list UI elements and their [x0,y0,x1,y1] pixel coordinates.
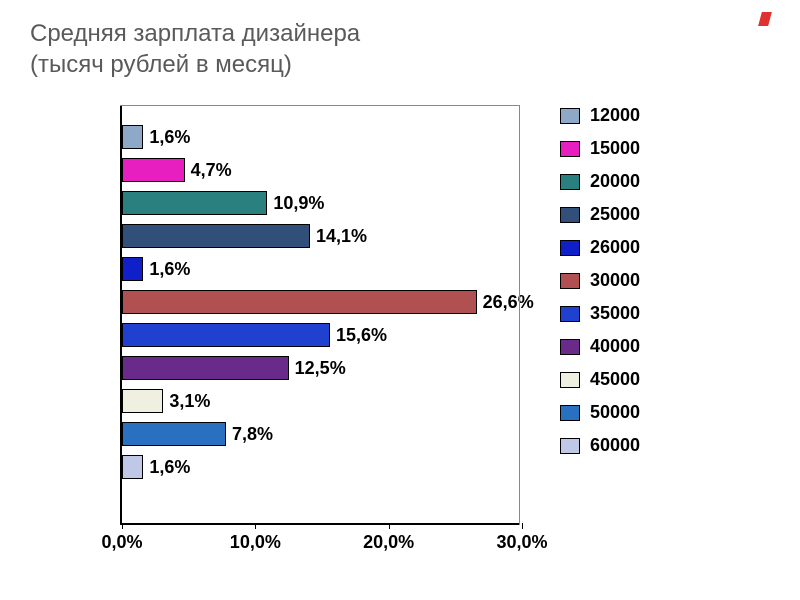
chart-plot-area: 1,6%4,7%10,9%14,1%1,6%26,6%15,6%12,5%3,1… [120,105,520,525]
legend-item: 26000 [560,237,740,258]
bar [122,191,267,215]
legend-swatch [560,405,580,421]
x-tick [522,523,523,529]
bar [122,257,143,281]
legend-item: 15000 [560,138,740,159]
x-tick [389,523,390,529]
bar-value-label: 14,1% [316,224,367,248]
legend-item: 35000 [560,303,740,324]
legend-label: 45000 [590,369,640,390]
bar-value-label: 1,6% [149,125,190,149]
x-tick-label: 0,0% [101,532,142,553]
x-tick [122,523,123,529]
legend-swatch [560,108,580,124]
legend-swatch [560,207,580,223]
bar [122,389,163,413]
legend-swatch [560,438,580,454]
bar [122,356,289,380]
legend-item: 45000 [560,369,740,390]
legend-swatch [560,141,580,157]
x-tick [255,523,256,529]
bar [122,290,477,314]
bar-value-label: 3,1% [169,389,210,413]
legend-label: 25000 [590,204,640,225]
bar [122,125,143,149]
bar [122,224,310,248]
x-tick-label: 30,0% [496,532,547,553]
bar [122,455,143,479]
legend-label: 40000 [590,336,640,357]
accent-mark [758,12,772,26]
x-tick-label: 20,0% [363,532,414,553]
legend-item: 40000 [560,336,740,357]
bar-value-label: 1,6% [149,455,190,479]
legend-label: 30000 [590,270,640,291]
legend-item: 50000 [560,402,740,423]
legend-item: 20000 [560,171,740,192]
bar [122,323,330,347]
legend-swatch [560,240,580,256]
legend-label: 50000 [590,402,640,423]
bar [122,158,185,182]
legend-swatch [560,372,580,388]
legend-item: 60000 [560,435,740,456]
bars-container: 1,6%4,7%10,9%14,1%1,6%26,6%15,6%12,5%3,1… [122,105,520,523]
legend-swatch [560,306,580,322]
legend-item: 12000 [560,105,740,126]
bar-value-label: 4,7% [191,158,232,182]
legend-swatch [560,174,580,190]
legend-label: 15000 [590,138,640,159]
bar-value-label: 10,9% [273,191,324,215]
bar-value-label: 1,6% [149,257,190,281]
bar-value-label: 7,8% [232,422,273,446]
chart-title: Средняя зарплата дизайнера (тысяч рублей… [30,18,360,80]
bar-value-label: 15,6% [336,323,387,347]
x-tick-label: 10,0% [230,532,281,553]
legend-label: 26000 [590,237,640,258]
bar-value-label: 12,5% [295,356,346,380]
legend-item: 25000 [560,204,740,225]
legend-label: 60000 [590,435,640,456]
legend-swatch [560,273,580,289]
legend-label: 35000 [590,303,640,324]
bar [122,422,226,446]
bar-value-label: 26,6% [483,290,534,314]
legend-swatch [560,339,580,355]
legend-item: 30000 [560,270,740,291]
legend: 12000 15000 20000 25000 26000 30000 35000 40000… [560,105,740,468]
legend-label: 12000 [590,105,640,126]
legend-label: 20000 [590,171,640,192]
